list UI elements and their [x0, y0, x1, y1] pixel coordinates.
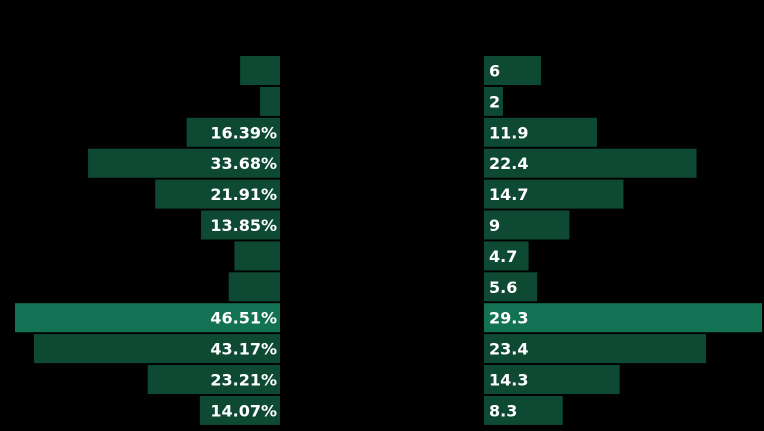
- right-bar-5: [484, 179, 624, 209]
- right-bar-label-9: 29.3: [489, 309, 528, 328]
- left-bar-12: [199, 395, 280, 425]
- right-bar-label-6: 9: [489, 216, 500, 235]
- right-bar-9: [484, 303, 762, 333]
- right-bar-label-5: 14.7: [489, 185, 528, 204]
- left-bar-label-5: 21.91%: [210, 185, 277, 204]
- left-bar-6: [201, 210, 280, 240]
- left-bar-10: [34, 334, 280, 364]
- right-bar-label-3: 11.9: [489, 123, 528, 142]
- left-bar-label-11: 23.21%: [210, 371, 277, 390]
- right-series: 6 2 11.9 22.4 14.7 9 4.7 5.6 29.3 23.4 14.3 8.3: [484, 56, 762, 425]
- left-bar-label-3: 16.39%: [210, 123, 277, 142]
- right-bar-8: [484, 272, 538, 302]
- left-bar-label-9: 46.51%: [210, 309, 277, 328]
- left-series: 16.39% 33.68% 21.91% 13.85% 46.51% 43.17% 23.2…: [15, 56, 280, 425]
- left-bar-label-12: 14.07%: [210, 401, 277, 420]
- left-bar-8: [228, 272, 280, 302]
- left-bar-4: [88, 148, 280, 178]
- right-bar-label-8: 5.6: [489, 278, 517, 297]
- right-bar-2: [484, 86, 503, 116]
- right-bar-label-10: 23.4: [489, 340, 528, 359]
- left-bar-label-6: 13.85%: [210, 216, 277, 235]
- right-bar-label-7: 4.7: [489, 247, 517, 266]
- right-bar-4: [484, 148, 697, 178]
- right-bar-label-1: 6: [489, 62, 500, 81]
- right-bar-label-2: 2: [489, 92, 500, 111]
- left-bar-7: [234, 241, 280, 271]
- right-bar-1: [484, 56, 541, 85]
- left-bar-2: [260, 86, 280, 116]
- right-bar-12: [484, 395, 563, 425]
- right-bar-10: [484, 334, 707, 364]
- right-bar-6: [484, 210, 570, 240]
- right-bar-3: [484, 117, 597, 147]
- right-bar-7: [484, 241, 529, 271]
- left-bar-3: [186, 117, 280, 147]
- right-bar-label-11: 14.3: [489, 371, 528, 390]
- left-bar-9: [15, 303, 280, 333]
- left-bar-1: [240, 56, 280, 85]
- left-bar-label-10: 43.17%: [210, 340, 277, 359]
- left-bar-11: [147, 365, 280, 394]
- right-bar-11: [484, 365, 620, 394]
- right-bar-label-12: 8.3: [489, 401, 517, 420]
- left-bar-5: [155, 179, 280, 209]
- left-bar-label-4: 33.68%: [210, 154, 277, 173]
- right-bar-label-4: 22.4: [489, 154, 528, 173]
